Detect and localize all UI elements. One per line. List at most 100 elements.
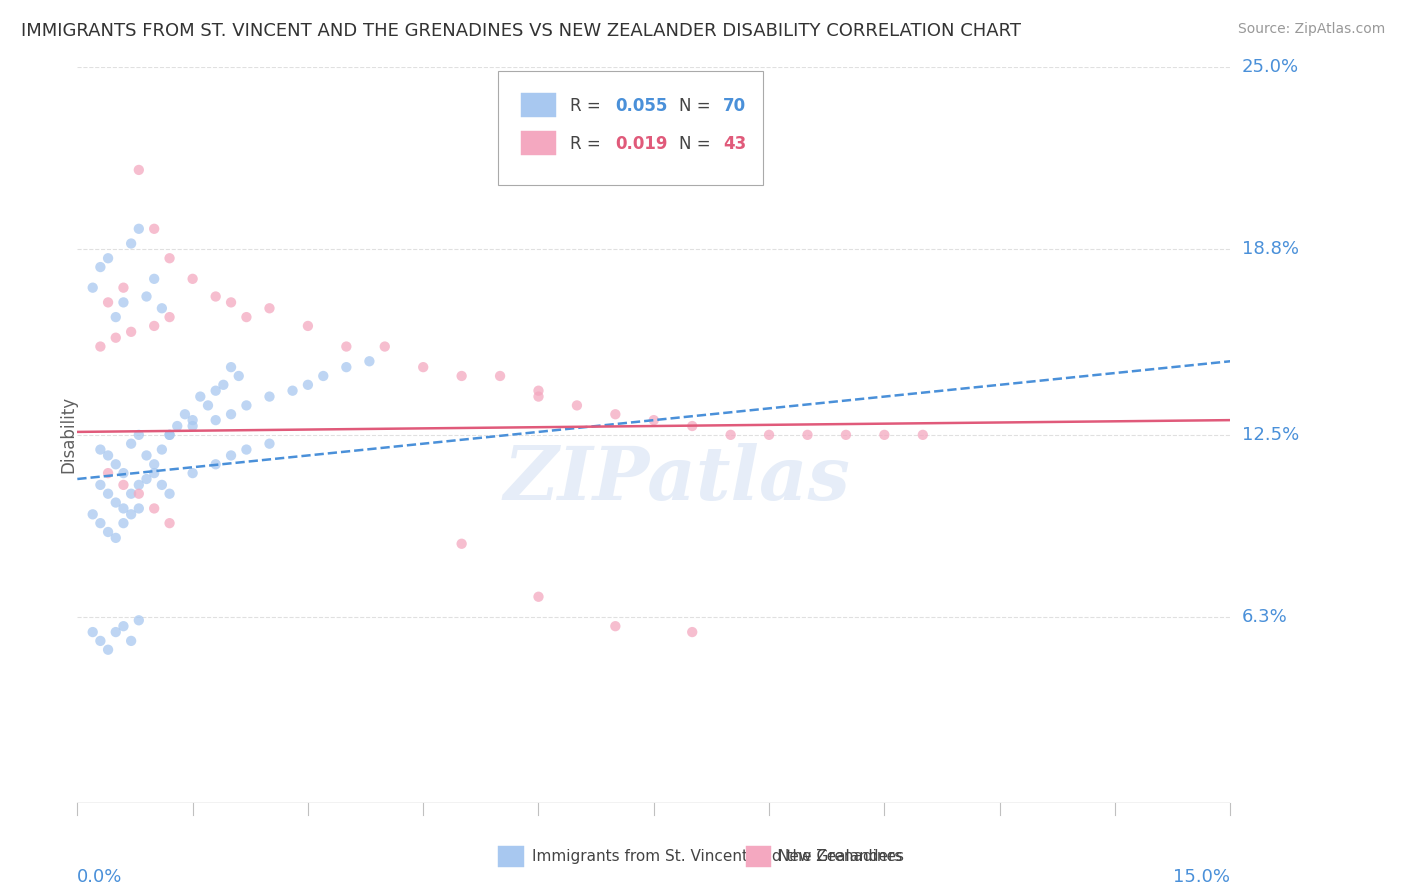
Point bbox=[228, 369, 250, 384]
Point bbox=[527, 590, 550, 604]
Text: Source: ZipAtlas.com: Source: ZipAtlas.com bbox=[1237, 22, 1385, 37]
Point bbox=[219, 360, 242, 375]
Point bbox=[204, 457, 226, 471]
Point bbox=[235, 442, 257, 457]
Point bbox=[120, 633, 142, 648]
FancyBboxPatch shape bbox=[522, 93, 555, 117]
Point bbox=[97, 449, 120, 463]
Point bbox=[159, 487, 181, 501]
Point bbox=[188, 390, 211, 404]
Point bbox=[219, 449, 242, 463]
Point bbox=[143, 501, 166, 516]
Point bbox=[89, 442, 111, 457]
Point bbox=[873, 427, 896, 442]
Point bbox=[212, 377, 235, 392]
Point bbox=[112, 619, 135, 633]
Point bbox=[143, 457, 166, 471]
Point bbox=[128, 163, 150, 178]
Point bbox=[128, 501, 150, 516]
Point bbox=[97, 487, 120, 501]
Text: N =: N = bbox=[679, 97, 716, 115]
Point bbox=[159, 427, 181, 442]
Point bbox=[104, 495, 127, 509]
Point bbox=[120, 508, 142, 522]
Point bbox=[312, 369, 335, 384]
Point bbox=[758, 427, 780, 442]
Text: Immigrants from St. Vincent and the Grenadines: Immigrants from St. Vincent and the Gren… bbox=[531, 849, 904, 864]
Point bbox=[120, 487, 142, 501]
Point bbox=[335, 340, 357, 354]
Point bbox=[97, 524, 120, 539]
Point bbox=[112, 281, 135, 295]
Point bbox=[89, 478, 111, 492]
Point bbox=[219, 407, 242, 421]
Point bbox=[235, 310, 257, 325]
Point bbox=[128, 427, 150, 442]
Point bbox=[412, 360, 434, 375]
Point bbox=[135, 449, 157, 463]
Text: 12.5%: 12.5% bbox=[1241, 425, 1299, 444]
Point bbox=[89, 633, 111, 648]
Point bbox=[720, 427, 742, 442]
Point bbox=[605, 407, 627, 421]
Point bbox=[681, 419, 703, 434]
Point bbox=[159, 252, 181, 266]
Point bbox=[97, 252, 120, 266]
Point bbox=[159, 516, 181, 530]
Text: N =: N = bbox=[679, 136, 716, 153]
Point bbox=[259, 390, 281, 404]
Point bbox=[605, 619, 627, 633]
Point bbox=[335, 360, 357, 375]
Point bbox=[89, 260, 111, 274]
Text: ZIPatlas: ZIPatlas bbox=[503, 442, 851, 516]
Point bbox=[181, 466, 204, 480]
Point bbox=[143, 222, 166, 236]
Point bbox=[104, 310, 127, 325]
Point bbox=[489, 369, 512, 384]
Point bbox=[104, 625, 127, 640]
Point bbox=[297, 318, 319, 333]
Point bbox=[197, 398, 219, 412]
Point bbox=[181, 413, 204, 427]
Point bbox=[112, 295, 135, 310]
Text: 0.0%: 0.0% bbox=[77, 868, 122, 886]
Point bbox=[181, 272, 204, 286]
Text: 15.0%: 15.0% bbox=[1173, 868, 1230, 886]
Text: 18.8%: 18.8% bbox=[1241, 241, 1299, 259]
FancyBboxPatch shape bbox=[522, 131, 555, 155]
Point bbox=[235, 398, 257, 412]
Point bbox=[128, 478, 150, 492]
Point bbox=[89, 340, 111, 354]
Point bbox=[143, 272, 166, 286]
Point bbox=[204, 384, 226, 398]
Text: R =: R = bbox=[569, 97, 606, 115]
Point bbox=[104, 331, 127, 345]
Point bbox=[159, 427, 181, 442]
Point bbox=[219, 295, 242, 310]
Point bbox=[150, 442, 173, 457]
Point bbox=[796, 427, 818, 442]
Text: 70: 70 bbox=[723, 97, 747, 115]
Point bbox=[143, 466, 166, 480]
Point bbox=[450, 369, 472, 384]
Point bbox=[297, 377, 319, 392]
Point bbox=[166, 419, 188, 434]
Point bbox=[120, 325, 142, 339]
FancyBboxPatch shape bbox=[498, 847, 523, 867]
FancyBboxPatch shape bbox=[747, 847, 772, 867]
Point bbox=[112, 516, 135, 530]
Point bbox=[112, 501, 135, 516]
Point bbox=[150, 478, 173, 492]
Point bbox=[159, 310, 181, 325]
Point bbox=[135, 472, 157, 486]
Point bbox=[82, 625, 104, 640]
Point bbox=[89, 516, 111, 530]
Text: 25.0%: 25.0% bbox=[1241, 58, 1299, 76]
Text: Disability: Disability bbox=[59, 396, 77, 474]
Point bbox=[565, 398, 588, 412]
Point bbox=[281, 384, 304, 398]
Point bbox=[135, 289, 157, 303]
Point bbox=[120, 436, 142, 450]
Point bbox=[359, 354, 381, 368]
Text: 0.019: 0.019 bbox=[616, 136, 668, 153]
